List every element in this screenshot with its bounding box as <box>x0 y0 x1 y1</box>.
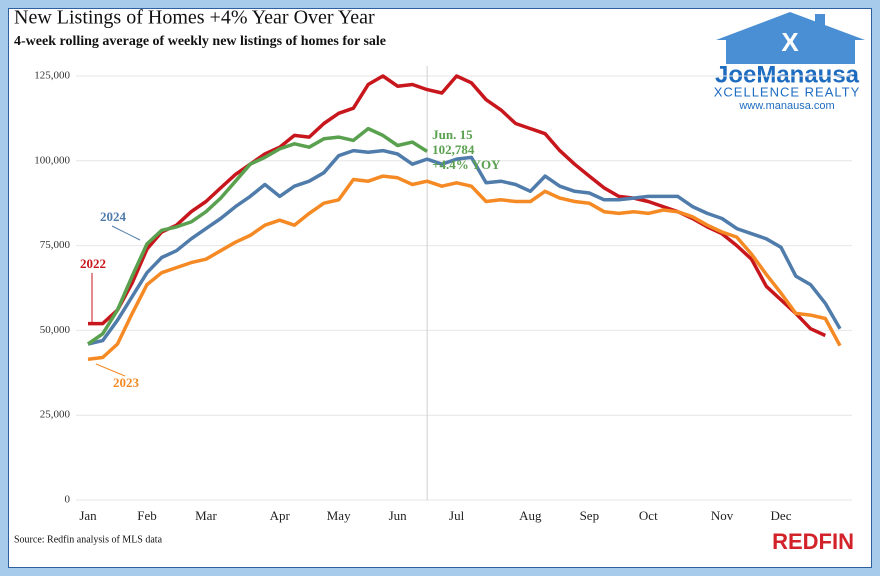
x-tick-label: Oct <box>639 508 658 523</box>
x-tick-label: Apr <box>270 508 291 523</box>
logo: X JoeManausa XCELLENCE REALTY www.manaus… <box>714 12 865 112</box>
series-label: 2023 <box>113 375 140 390</box>
logo-tagline: XCELLENCE REALTY <box>714 84 861 99</box>
series-label: 2022 <box>80 256 106 271</box>
annotation: 102,784 <box>432 142 475 157</box>
x-tick-label: Aug <box>519 508 542 523</box>
brand: REDFIN <box>772 529 854 554</box>
x-tick-label: Nov <box>711 508 734 523</box>
series-line <box>87 126 429 346</box>
x-tick-label: Jan <box>79 508 97 523</box>
x-tick-label: Jul <box>449 508 465 523</box>
logo-chimney <box>815 14 825 30</box>
annotation: +4.4% YOY <box>432 157 501 172</box>
x-tick-label: Dec <box>771 508 792 523</box>
x-tick-label: May <box>327 508 351 523</box>
source: Source: Redfin analysis of MLS data <box>14 534 163 545</box>
series-line <box>87 148 842 346</box>
x-tick-label: Sep <box>580 508 600 523</box>
x-tick-label: Jun <box>389 508 408 523</box>
label-pointer <box>111 225 141 241</box>
annotation: Jun. 15 <box>432 127 473 142</box>
y-tick-label: 100,000 <box>34 154 70 166</box>
y-tick-label: 0 <box>65 494 71 506</box>
frame-inner <box>8 8 872 568</box>
y-tick-label: 75,000 <box>40 239 71 251</box>
y-tick-label: 25,000 <box>40 409 71 421</box>
y-tick-label: 125,000 <box>34 70 70 82</box>
label-pointer <box>95 363 126 377</box>
x-tick-label: Feb <box>137 508 157 523</box>
x-tick-label: Mar <box>195 508 217 523</box>
logo-name: JoeManausa <box>715 61 860 88</box>
series-line <box>87 174 842 361</box>
series-label: 2024 <box>100 209 127 224</box>
logo-url: www.manausa.com <box>738 100 834 112</box>
logo-mark: X <box>781 27 799 57</box>
y-tick-label: 50,000 <box>40 324 71 336</box>
chart-subtitle: 4-week rolling average of weekly new lis… <box>14 34 386 49</box>
logo-house <box>716 12 865 64</box>
chart-title: New Listings of Homes +4% Year Over Year <box>14 7 375 29</box>
